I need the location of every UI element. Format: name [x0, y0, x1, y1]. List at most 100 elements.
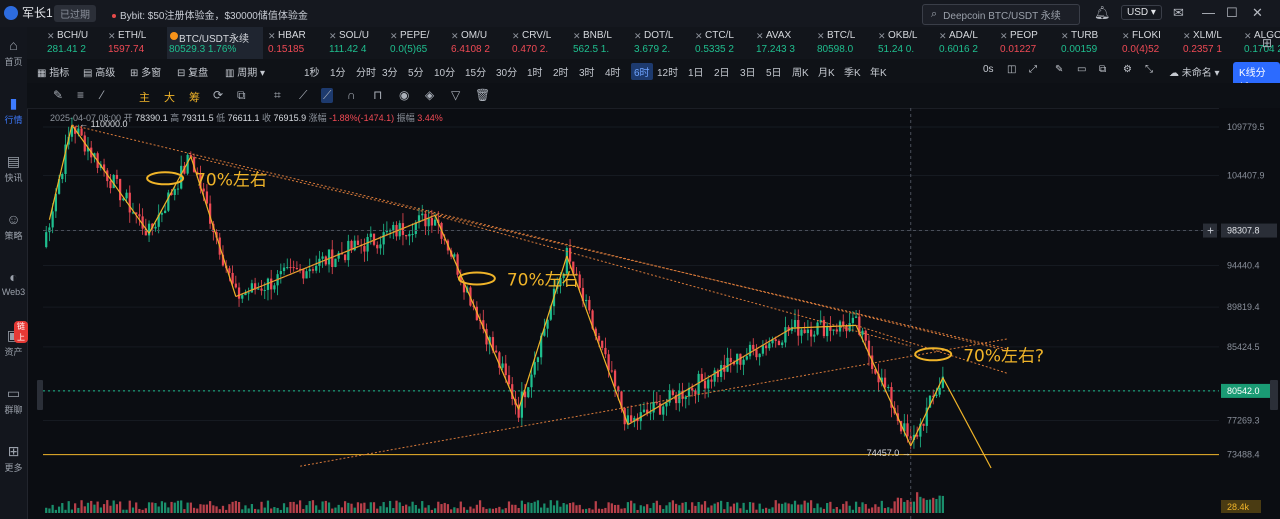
- interval-13[interactable]: 12时: [657, 68, 679, 79]
- wave-segment[interactable]: [518, 255, 568, 410]
- ruler-icon[interactable]: ⟋: [299, 88, 308, 102]
- interval-2[interactable]: 分时: [356, 68, 376, 79]
- close-ticker-icon[interactable]: ✕: [939, 31, 947, 41]
- close-ticker-icon[interactable]: ✕: [329, 31, 337, 41]
- close-ticker-icon[interactable]: ✕: [47, 31, 55, 41]
- sidebar-item-0[interactable]: ⌂ 首页: [0, 37, 27, 68]
- ticker-18[interactable]: ✕ XLM/L 0.2357 1: [1181, 27, 1239, 59]
- interval-10[interactable]: 3时: [579, 68, 595, 79]
- annotation-ellipse[interactable]: [457, 271, 496, 286]
- interval-15[interactable]: 2日: [714, 68, 730, 79]
- settings-icon[interactable]: ⚙: [1123, 64, 1132, 75]
- interval-20[interactable]: 季K: [844, 68, 861, 79]
- close-ticker-icon[interactable]: ✕: [817, 31, 825, 41]
- close-ticker-icon[interactable]: ✕: [1061, 31, 1069, 41]
- replay-button[interactable]: ⊟ 复盘: [177, 68, 209, 79]
- interval-0[interactable]: 1秒: [304, 68, 320, 79]
- magnet-icon[interactable]: ∩: [347, 88, 356, 102]
- ticker-19[interactable]: ✕ ALGO 0.1704 2: [1242, 27, 1280, 59]
- interval-12[interactable]: 6时: [631, 63, 653, 80]
- ticker-17[interactable]: ✕ FLOKI 0.0(4)52: [1120, 27, 1178, 59]
- trend-line[interactable]: [855, 324, 1008, 374]
- wave-segment[interactable]: [71, 124, 150, 234]
- fullscreen-icon[interactable]: ⤢: [1029, 64, 1037, 75]
- interval-8[interactable]: 1时: [527, 68, 543, 79]
- annotation-text[interactable]: 70%左右?: [963, 346, 1044, 366]
- annotation-ellipse[interactable]: [914, 347, 953, 362]
- camera-icon[interactable]: ◫: [1007, 64, 1017, 75]
- interval-18[interactable]: 周K: [792, 68, 809, 79]
- close-ticker-icon[interactable]: ✕: [1244, 31, 1252, 41]
- close-ticker-icon[interactable]: ✕: [108, 31, 116, 41]
- eye-icon[interactable]: ◉: [399, 88, 410, 102]
- bell-icon[interactable]: 🔔︎: [1094, 5, 1111, 20]
- wave-segment[interactable]: [791, 324, 857, 329]
- ticker-15[interactable]: ✕ PEOP 0.01227: [998, 27, 1056, 59]
- annotation-text[interactable]: 70%左右: [507, 270, 579, 290]
- interval-16[interactable]: 3日: [740, 68, 756, 79]
- wave-segment[interactable]: [942, 377, 992, 469]
- ticker-7[interactable]: ✕ CRV/L 0.470 2.: [510, 27, 568, 59]
- layout-name-select[interactable]: ☁ 未命名 ▾: [1169, 68, 1220, 79]
- ticker-0[interactable]: ✕ BCH/U 281.41 2: [45, 27, 103, 59]
- close-ticker-icon[interactable]: ✕: [451, 31, 459, 41]
- period-button[interactable]: ▥ 周期 ▾: [225, 68, 266, 79]
- sidebar-item-2[interactable]: ▤ 快讯: [0, 153, 27, 184]
- interval-4[interactable]: 5分: [408, 68, 424, 79]
- wave-segment[interactable]: [48, 124, 73, 220]
- multi-window-button[interactable]: ⊞ 多窗: [130, 68, 162, 79]
- crop-icon[interactable]: ⌗: [274, 88, 281, 102]
- ticker-13[interactable]: ✕ OKB/L 51.24 0.: [876, 27, 934, 59]
- annotation-ellipse[interactable]: [146, 171, 185, 186]
- ticker-1[interactable]: ✕ ETH/L 1597.74: [106, 27, 164, 59]
- trend-line[interactable]: [190, 156, 1008, 350]
- wave-lines[interactable]: [48, 124, 992, 469]
- wave-segment[interactable]: [910, 377, 944, 447]
- interval-11[interactable]: 4时: [605, 68, 621, 79]
- user-menu[interactable]: 军长1: [4, 4, 53, 21]
- currency-select[interactable]: USD ▾: [1121, 5, 1162, 20]
- lock-icon[interactable]: ⊓: [373, 88, 383, 102]
- interval-6[interactable]: 15分: [465, 68, 487, 79]
- sidebar-item-3[interactable]: ☺ 策略: [0, 211, 27, 242]
- copy-icon[interactable]: ⧉: [237, 88, 246, 102]
- wave-segment[interactable]: [855, 325, 912, 447]
- ticker-14[interactable]: ✕ ADA/L 0.6016 2: [937, 27, 995, 59]
- big-order-tool[interactable]: 大: [164, 92, 175, 104]
- ticker-3[interactable]: ✕ HBAR 0.15185: [266, 27, 324, 59]
- sidebar-item-7[interactable]: ⊞ 更多: [0, 443, 27, 474]
- interval-5[interactable]: 10分: [434, 68, 456, 79]
- interval-17[interactable]: 5日: [766, 68, 782, 79]
- close-ticker-icon[interactable]: ✕: [512, 31, 520, 41]
- trash-icon[interactable]: 🗑︎: [475, 88, 491, 102]
- interval-14[interactable]: 1日: [688, 68, 704, 79]
- layout-icon[interactable]: ▭: [1077, 64, 1087, 75]
- indicator-button[interactable]: ▦ 指标: [37, 68, 70, 79]
- draw-line-icon[interactable]: ⟋: [321, 88, 334, 103]
- wave-segment[interactable]: [235, 214, 436, 298]
- close-ticker-icon[interactable]: ✕: [756, 31, 764, 41]
- right-scroll-handle[interactable]: [1270, 380, 1278, 410]
- interval-3[interactable]: 3分: [382, 68, 398, 79]
- wave-segment[interactable]: [627, 327, 793, 426]
- search-input[interactable]: ⌕ Deepcoin BTC/USDT 永续: [922, 4, 1080, 25]
- wave-segment[interactable]: [566, 255, 629, 425]
- ticker-11[interactable]: ✕ AVAX 17.243 3: [754, 27, 812, 59]
- close-ticker-icon[interactable]: ✕: [573, 31, 581, 41]
- add-alert-button[interactable]: [1203, 223, 1217, 238]
- close-icon[interactable]: ✕: [1252, 5, 1263, 20]
- interval-1[interactable]: 1分: [330, 68, 346, 79]
- ticker-10[interactable]: ✕ CTC/L 0.5335 2: [693, 27, 751, 59]
- maximize-icon[interactable]: ☐: [1226, 5, 1238, 20]
- interval-21[interactable]: 年K: [870, 68, 887, 79]
- ticker-2[interactable]: BTC/USDT永续 80529.3 1.76%: [167, 27, 263, 59]
- ticker-9[interactable]: ✕ DOT/L 3.679 2.: [632, 27, 690, 59]
- ticker-4[interactable]: ✕ SOL/U 111.42 4: [327, 27, 385, 59]
- close-ticker-icon[interactable]: ✕: [878, 31, 886, 41]
- ticker-12[interactable]: ✕ BTC/L 80598.0: [815, 27, 873, 59]
- trend-line[interactable]: [71, 124, 1008, 352]
- interval-7[interactable]: 30分: [496, 68, 518, 79]
- brush-icon[interactable]: ⁄: [101, 88, 104, 102]
- annotation-text[interactable]: 70%左右: [195, 170, 267, 190]
- close-ticker-icon[interactable]: ✕: [268, 31, 276, 41]
